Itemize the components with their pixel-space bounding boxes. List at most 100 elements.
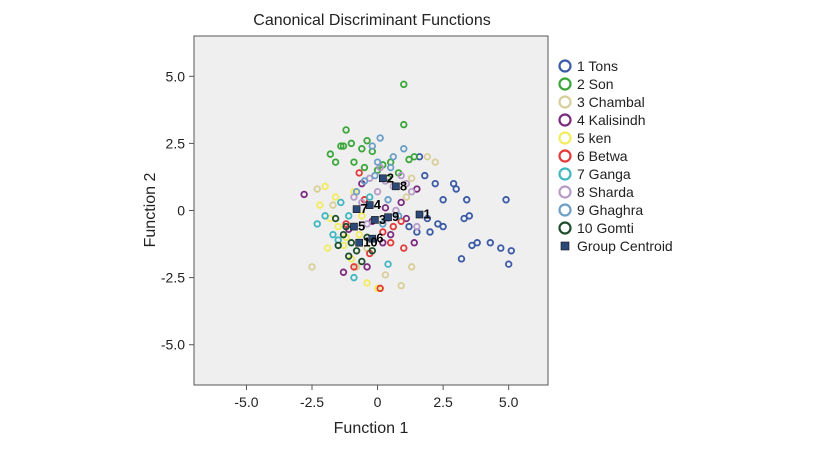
- legend-label: 9 Ghaghra: [577, 202, 643, 218]
- group-centroid-marker: [368, 234, 377, 243]
- data-point-series-8: [407, 188, 416, 196]
- data-point-series-3: [402, 193, 411, 201]
- data-point-series-6: [379, 228, 387, 236]
- y-tick-label: -2.5: [161, 270, 185, 286]
- data-point-series-2: [350, 158, 358, 166]
- legend-label: Group Centroid: [577, 238, 673, 254]
- data-point-series-7: [345, 212, 353, 220]
- data-point-series-1: [502, 196, 510, 204]
- data-point-series-9: [384, 196, 392, 204]
- plot-area: [193, 35, 549, 386]
- data-point-series-5: [363, 279, 371, 287]
- data-point-series-3: [381, 271, 390, 279]
- centroid-label: 3: [379, 212, 386, 227]
- data-point-series-6: [376, 284, 384, 293]
- data-point-series-7: [384, 260, 392, 268]
- data-point-series-9: [360, 177, 369, 185]
- data-point-series-5: [324, 244, 332, 252]
- y-tick-label: 0: [177, 203, 185, 219]
- data-point-series-9: [371, 171, 379, 180]
- data-point-series-1: [504, 260, 513, 268]
- data-point-series-10: [339, 230, 348, 239]
- data-point-series-10: [342, 222, 350, 231]
- data-point-series-7: [337, 198, 345, 207]
- legend-marker: [558, 95, 572, 109]
- data-point-series-1: [457, 255, 466, 263]
- data-point-series-7: [329, 230, 337, 239]
- points-layer: [300, 80, 515, 293]
- x-tick-label: 2.5: [433, 394, 453, 410]
- data-point-series-2: [326, 150, 335, 158]
- legend-label: 6 Betwa: [577, 148, 628, 164]
- legend-marker: [558, 221, 572, 235]
- data-point-series-3: [431, 158, 439, 166]
- legend-marker: [558, 59, 572, 73]
- data-point-series-10: [368, 247, 377, 255]
- data-point-series-3: [397, 281, 405, 290]
- axes-layer: -5.0 -2.5 0 2.5 5.0 5.0 2.5 0 -2.5 -5.0: [161, 68, 519, 410]
- data-point-series-1: [507, 247, 515, 255]
- data-point-series-3: [423, 153, 432, 161]
- data-point-series-3: [407, 263, 416, 271]
- centroid-label: 9: [392, 209, 399, 224]
- group-centroid-marker: [384, 213, 392, 222]
- data-point-series-5: [334, 222, 342, 231]
- y-tick-label: 2.5: [166, 135, 186, 151]
- group-centroid-marker: [371, 216, 379, 224]
- data-point-series-6: [400, 244, 408, 252]
- data-point-series-2: [360, 163, 369, 172]
- data-point-series-4: [386, 230, 395, 239]
- data-point-series-7: [313, 220, 321, 228]
- legend-marker: [558, 113, 572, 127]
- x-tick-label: -2.5: [300, 394, 324, 410]
- legend-label: 3 Chambal: [577, 94, 645, 110]
- group-centroid-marker: [378, 174, 387, 183]
- data-point-series-9: [389, 153, 397, 161]
- x-tick-label: 5.0: [499, 394, 519, 410]
- data-point-series-4: [363, 263, 371, 271]
- data-point-series-10: [358, 257, 366, 266]
- data-point-series-1: [473, 239, 481, 247]
- data-point-series-6: [386, 239, 395, 247]
- data-point-series-2: [342, 126, 350, 134]
- data-point-series-6: [355, 169, 363, 177]
- data-point-series-7: [321, 212, 329, 220]
- data-point-series-8: [363, 220, 371, 228]
- data-point-series-1: [431, 179, 439, 188]
- data-point-series-4: [397, 198, 405, 207]
- centroid-label: 7: [361, 201, 368, 216]
- x-tick-label: 0: [374, 394, 382, 410]
- data-point-series-5: [316, 201, 324, 209]
- data-point-series-2: [337, 142, 345, 150]
- centroid-label: 8: [400, 178, 407, 193]
- data-point-series-7: [365, 193, 374, 201]
- data-point-series-5: [355, 230, 363, 239]
- data-point-series-6: [389, 222, 397, 231]
- data-point-series-9: [394, 212, 403, 220]
- data-point-series-2: [410, 153, 418, 161]
- data-point-series-9: [368, 142, 377, 150]
- data-point-series-3: [313, 185, 321, 193]
- legend-centroid-marker: [560, 241, 570, 251]
- x-axis-label: Function 1: [334, 420, 409, 437]
- data-point-series-2: [400, 80, 408, 89]
- centroid-label: 6: [376, 231, 383, 246]
- data-point-series-4: [300, 190, 308, 199]
- y-tick-label: 5.0: [166, 68, 186, 84]
- data-point-series-6: [342, 220, 350, 228]
- y-axis-label: Function 2: [142, 173, 159, 248]
- data-point-series-1: [460, 214, 468, 223]
- data-point-series-2: [331, 158, 340, 166]
- data-point-series-1: [426, 228, 434, 236]
- data-point-series-8: [413, 222, 421, 231]
- data-point-series-2: [358, 145, 366, 153]
- legend-marker: [558, 167, 572, 181]
- data-point-series-9: [400, 145, 408, 153]
- group-centroid-marker: [352, 205, 361, 213]
- data-point-series-1: [452, 185, 460, 193]
- data-point-series-1: [486, 239, 495, 247]
- data-point-series-2: [347, 139, 356, 148]
- data-point-series-9: [376, 134, 384, 142]
- legend-marker: [558, 77, 572, 91]
